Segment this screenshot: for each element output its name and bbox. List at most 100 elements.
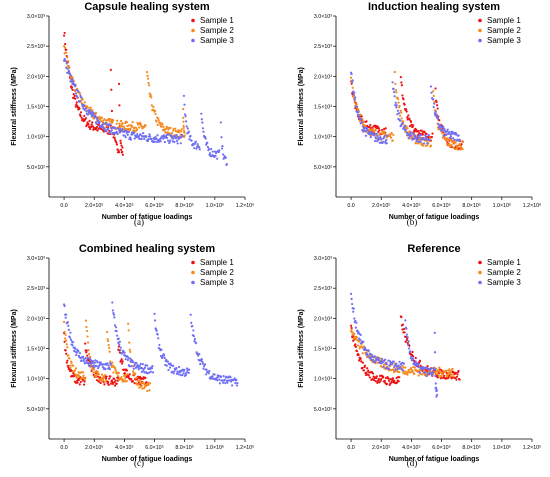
data-point	[371, 377, 374, 381]
data-point	[138, 126, 141, 129]
data-point	[380, 362, 383, 365]
data-point	[78, 92, 82, 95]
y-tick-label: 2.0×10³	[314, 74, 332, 80]
data-point	[128, 365, 131, 368]
data-point	[434, 386, 438, 389]
data-point	[454, 141, 457, 144]
data-point	[402, 327, 406, 331]
data-point	[110, 109, 114, 113]
data-point	[96, 118, 99, 121]
data-point	[177, 365, 181, 369]
data-point	[87, 349, 90, 352]
x-tick-label: 0.0	[347, 203, 354, 209]
data-point	[146, 389, 149, 393]
data-point	[119, 119, 123, 123]
data-point	[66, 364, 69, 367]
data-point	[109, 123, 112, 126]
data-point	[235, 384, 239, 387]
data-point	[400, 363, 403, 366]
data-point	[434, 382, 437, 385]
data-point	[452, 375, 455, 378]
data-point	[124, 377, 127, 380]
y-tick-label: 2.5×10³	[314, 286, 332, 292]
data-point	[146, 77, 150, 80]
data-point	[123, 351, 126, 354]
data-point	[445, 138, 448, 142]
x-tick-label: 0.0	[60, 203, 67, 209]
data-point	[76, 381, 79, 384]
data-point	[74, 347, 77, 350]
data-point	[66, 346, 69, 349]
data-point	[397, 367, 401, 370]
data-point	[65, 339, 68, 342]
data-point	[140, 382, 143, 385]
data-point	[228, 379, 231, 382]
data-point	[169, 139, 172, 142]
data-point	[448, 131, 451, 134]
y-tick-label: 3.0×10³	[27, 14, 45, 20]
data-point	[404, 370, 407, 373]
data-point	[402, 362, 405, 365]
data-point	[398, 360, 401, 363]
data-point	[383, 130, 386, 133]
data-point	[421, 373, 424, 376]
data-point	[236, 381, 239, 385]
data-point	[63, 304, 66, 308]
data-point	[94, 111, 98, 114]
data-point	[397, 380, 400, 383]
data-point	[67, 354, 70, 357]
data-point	[352, 307, 355, 310]
data-point	[436, 372, 439, 375]
data-point	[140, 138, 143, 141]
data-point	[104, 368, 107, 371]
data-point	[155, 137, 158, 140]
data-point	[167, 139, 170, 142]
data-point	[101, 124, 104, 127]
data-point	[207, 372, 210, 375]
data-point	[113, 136, 116, 140]
data-point	[193, 337, 197, 341]
data-point	[399, 109, 402, 112]
data-point	[408, 124, 412, 128]
chart-panel-2: Induction healing system 5.0×10² 1.0×10³ 1.…	[298, 1, 541, 227]
data-point	[118, 82, 121, 85]
data-point	[78, 383, 81, 386]
data-point	[418, 359, 422, 362]
data-point	[417, 365, 420, 369]
data-point	[197, 354, 200, 357]
data-point	[168, 141, 171, 144]
data-point	[390, 136, 393, 139]
data-point	[438, 369, 441, 372]
data-point	[114, 368, 117, 372]
data-point	[106, 362, 109, 365]
data-point	[128, 357, 132, 360]
data-point	[165, 358, 168, 362]
y-tick-label: 1.0×10³	[27, 135, 45, 141]
data-point	[93, 361, 96, 364]
data-point	[379, 360, 383, 363]
data-point	[401, 122, 404, 125]
data-point	[377, 356, 380, 359]
data-point	[129, 127, 132, 130]
data-point	[187, 130, 190, 133]
data-point	[104, 374, 107, 377]
x-tick-label: 8.0×10⁵	[462, 445, 481, 451]
data-point	[406, 343, 410, 346]
data-point	[392, 360, 395, 363]
data-point	[176, 139, 179, 142]
data-point	[204, 137, 207, 140]
data-point	[111, 301, 114, 304]
data-point	[135, 128, 139, 131]
data-point	[92, 368, 96, 371]
data-point	[84, 117, 87, 120]
data-point	[360, 360, 363, 363]
data-point	[350, 326, 353, 330]
data-point	[446, 128, 449, 131]
data-point	[187, 371, 190, 374]
data-point	[395, 362, 398, 365]
data-point	[218, 382, 222, 385]
data-point	[132, 367, 135, 370]
data-point	[399, 114, 402, 117]
data-point	[131, 370, 135, 373]
data-point	[182, 126, 185, 129]
